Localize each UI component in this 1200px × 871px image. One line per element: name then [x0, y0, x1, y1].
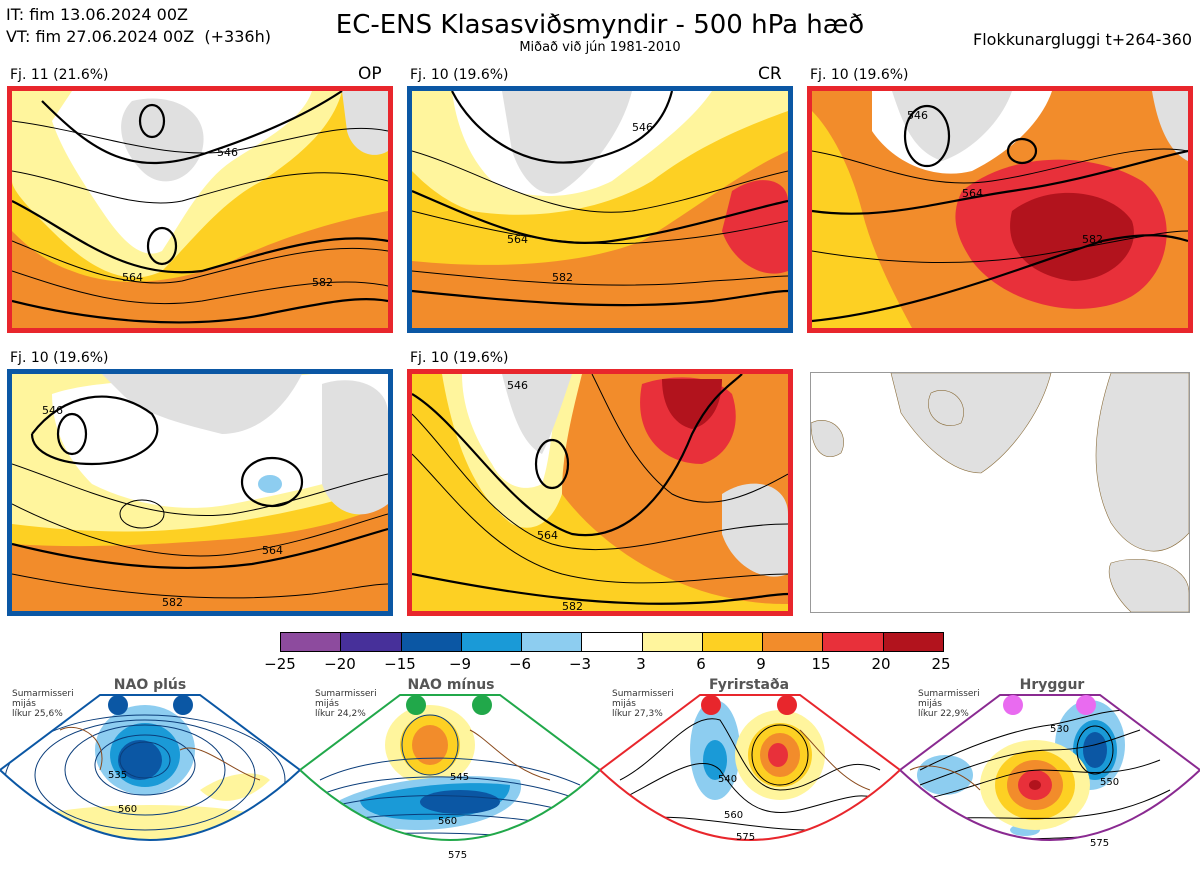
- regime-3-contour-label: 560: [724, 810, 743, 821]
- regime-2-contour-label: 545: [450, 772, 469, 783]
- colorbar-tick: 25: [931, 655, 951, 673]
- colorbar-swatch: [823, 633, 884, 651]
- panel-4-contour-582: 582: [162, 596, 183, 609]
- regime-2-contour-label: 560: [438, 816, 457, 827]
- page-title: EC-ENS Klasasviðsmyndir - 500 hPa hæð: [335, 10, 865, 40]
- valid-time: VT: fim 27.06.2024 00Z (+336h): [6, 27, 271, 46]
- colorbar-tick: 6: [696, 655, 706, 673]
- regime-1-contour-label: 535: [108, 770, 127, 781]
- colorbar-tick: 3: [636, 655, 646, 673]
- panel-2-tag: CR: [758, 64, 782, 84]
- regime-2-map: 545 560 575: [300, 694, 600, 861]
- regime-4-title: Hryggur: [1019, 677, 1085, 693]
- regime-2-contour-label: 575: [448, 850, 467, 861]
- colorbar-swatch: [763, 633, 824, 651]
- panel-2-contour-582: 582: [552, 271, 573, 284]
- regime-3-note: Sumarmisseri mijás líkur 27,3%: [612, 689, 674, 719]
- panel-3-contour-582: 582: [1082, 233, 1103, 246]
- cluster-map-4: 546 564 582: [7, 369, 393, 616]
- regime-1-note: Sumarmisseri mijás líkur 25,6%: [12, 689, 74, 719]
- cluster-map-5: 546 564 582: [407, 369, 793, 616]
- regime-4-contour-label: 550: [1100, 777, 1119, 788]
- regime-4-contour-label: 530: [1050, 724, 1069, 735]
- regime-1-title: NAO plús: [113, 677, 187, 693]
- colorbar-tick: 9: [756, 655, 766, 673]
- regime-4-map: 530 550 575: [900, 694, 1200, 849]
- regime-3-map: 540 560 575: [600, 694, 900, 843]
- panel-1-contour-546: 546: [217, 146, 238, 159]
- panel-2-contour-564: 564: [507, 233, 528, 246]
- colorbar-tick: −6: [508, 655, 532, 673]
- regime-1-map: 535 560: [0, 694, 300, 841]
- panel-1-contour-564: 564: [122, 271, 143, 284]
- colorbar-swatch: [522, 633, 583, 651]
- reference-map: [810, 372, 1190, 613]
- panel-1-tag: OP: [358, 64, 382, 84]
- colorbar-swatch: [642, 633, 703, 651]
- colorbar-tick: −3: [568, 655, 592, 673]
- colorbar-tick: 20: [871, 655, 891, 673]
- panel-5-contour-582: 582: [562, 600, 583, 611]
- colorbar-swatch: [883, 633, 943, 651]
- panel-4-label: Fj. 10 (19.6%): [10, 350, 109, 366]
- regime-4-note: Sumarmisseri mijás líkur 22,9%: [918, 689, 980, 719]
- page-subtitle: Miðað við jún 1981-2010: [519, 40, 681, 55]
- colorbar-tick: −15: [384, 655, 416, 673]
- panel-1-label: Fj. 11 (21.6%): [10, 67, 109, 83]
- colorbar-tick: −9: [448, 655, 472, 673]
- colorbar-swatch: [281, 633, 342, 651]
- regime-4-contour-label: 575: [1090, 838, 1109, 849]
- panel-3-contour-546: 546: [907, 109, 928, 122]
- colorbar-tick: −25: [264, 655, 296, 673]
- panel-3-contour-564: 564: [962, 187, 983, 200]
- panel-2-contour-546: 546: [632, 121, 653, 134]
- regime-2-title: NAO mínus: [407, 677, 495, 693]
- colorbar-swatch: [582, 633, 643, 651]
- init-time: IT: fim 13.06.2024 00Z: [6, 5, 188, 24]
- colorbar-tick: −20: [324, 655, 356, 673]
- panel-4-contour-546: 546: [42, 404, 63, 417]
- cluster-map-3: 546 564 582: [807, 86, 1193, 333]
- panel-2-label: Fj. 10 (19.6%): [410, 67, 509, 83]
- colorbar-tick: 15: [811, 655, 831, 673]
- regime-2-note: Sumarmisseri mijás líkur 24,2%: [315, 689, 377, 719]
- regime-3-contour-label: 540: [718, 774, 737, 785]
- cluster-map-2: 546 564 582: [407, 86, 793, 333]
- classification-window: Flokkunargluggi t+264-360: [973, 30, 1192, 49]
- colorbar-swatch: [461, 633, 523, 651]
- colorbar-swatch: [341, 633, 402, 651]
- regime-3-title: Fyrirstaða: [708, 677, 790, 693]
- panel-1-contour-582: 582: [312, 276, 333, 289]
- panel-5-label: Fj. 10 (19.6%): [410, 350, 509, 366]
- colorbar-swatch: [401, 633, 462, 651]
- colorbar: [280, 632, 944, 652]
- panel-5-contour-564: 564: [537, 529, 558, 542]
- regime-3-contour-label: 575: [736, 832, 755, 843]
- colorbar-swatch: [702, 633, 764, 651]
- panel-3-label: Fj. 10 (19.6%): [810, 67, 909, 83]
- cluster-map-1: 546 564 582: [7, 86, 393, 333]
- panel-5-contour-546: 546: [507, 379, 528, 392]
- regime-1-contour-label: 560: [118, 804, 137, 815]
- panel-4-contour-564: 564: [262, 544, 283, 557]
- header-times: IT: fim 13.06.2024 00Z VT: fim 27.06.2024…: [6, 4, 271, 48]
